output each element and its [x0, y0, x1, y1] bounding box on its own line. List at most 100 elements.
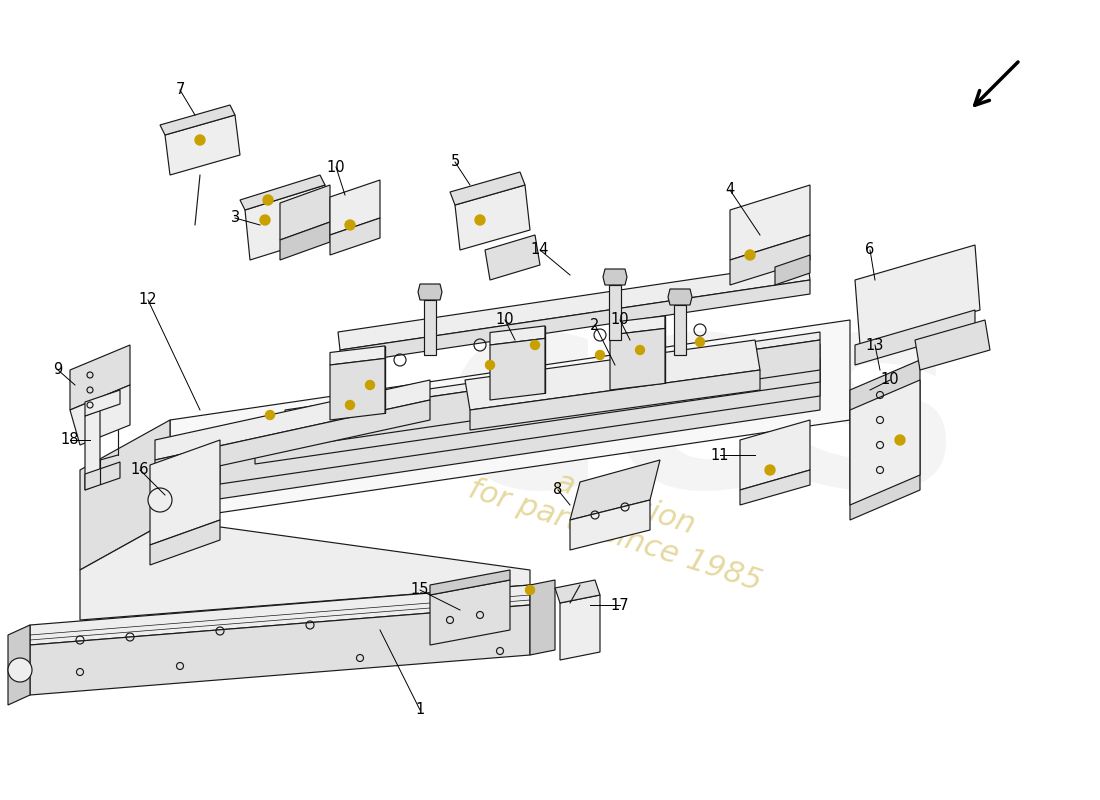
Text: 13: 13 — [866, 338, 884, 353]
Polygon shape — [150, 520, 220, 565]
Polygon shape — [850, 380, 920, 505]
Polygon shape — [330, 346, 385, 365]
Polygon shape — [418, 284, 442, 300]
Polygon shape — [330, 358, 385, 420]
Circle shape — [195, 135, 205, 145]
Polygon shape — [450, 172, 525, 205]
Circle shape — [526, 586, 535, 594]
Circle shape — [8, 658, 32, 682]
Text: ces: ces — [441, 275, 959, 545]
Polygon shape — [430, 570, 510, 595]
Polygon shape — [610, 316, 665, 335]
Polygon shape — [220, 358, 819, 454]
Text: 7: 7 — [175, 82, 185, 98]
Text: 16: 16 — [131, 462, 150, 478]
Polygon shape — [240, 175, 324, 210]
Polygon shape — [185, 380, 820, 504]
Circle shape — [595, 350, 605, 359]
Polygon shape — [556, 580, 600, 603]
Polygon shape — [674, 305, 686, 355]
Polygon shape — [155, 400, 430, 480]
Polygon shape — [85, 410, 100, 490]
Polygon shape — [609, 285, 622, 340]
Circle shape — [365, 381, 374, 390]
Polygon shape — [70, 385, 130, 445]
Text: 18: 18 — [60, 433, 79, 447]
Text: 9: 9 — [54, 362, 63, 378]
Polygon shape — [855, 245, 980, 345]
Polygon shape — [30, 585, 530, 645]
Circle shape — [263, 195, 273, 205]
Polygon shape — [490, 326, 544, 345]
Polygon shape — [668, 289, 692, 305]
Text: 10: 10 — [327, 159, 345, 174]
Text: 14: 14 — [530, 242, 549, 258]
Polygon shape — [915, 320, 990, 370]
Text: 2: 2 — [591, 318, 600, 333]
Circle shape — [345, 220, 355, 230]
Circle shape — [895, 435, 905, 445]
Circle shape — [475, 215, 485, 225]
Polygon shape — [740, 470, 810, 505]
Polygon shape — [570, 500, 650, 550]
Polygon shape — [424, 300, 436, 355]
Polygon shape — [255, 352, 820, 464]
Polygon shape — [330, 180, 380, 235]
Polygon shape — [338, 262, 810, 350]
Polygon shape — [30, 605, 530, 695]
Polygon shape — [730, 235, 810, 285]
Polygon shape — [85, 390, 120, 416]
Polygon shape — [255, 344, 820, 434]
Polygon shape — [220, 366, 819, 484]
Polygon shape — [150, 440, 220, 545]
Polygon shape — [85, 462, 120, 490]
Text: 6: 6 — [866, 242, 874, 258]
Text: 8: 8 — [553, 482, 562, 498]
Text: 10: 10 — [881, 373, 900, 387]
Text: 11: 11 — [711, 447, 729, 462]
Circle shape — [265, 410, 275, 419]
Polygon shape — [603, 269, 627, 285]
Polygon shape — [285, 332, 820, 418]
Text: 10: 10 — [610, 313, 629, 327]
Circle shape — [764, 465, 776, 475]
Circle shape — [530, 341, 539, 350]
Polygon shape — [340, 280, 810, 364]
Polygon shape — [530, 580, 556, 655]
Circle shape — [148, 488, 172, 512]
Polygon shape — [280, 222, 330, 260]
Text: 17: 17 — [610, 598, 629, 613]
Polygon shape — [730, 185, 810, 260]
Polygon shape — [155, 380, 430, 460]
Text: 10: 10 — [496, 313, 515, 327]
Text: a passion
for parts since 1985: a passion for parts since 1985 — [464, 443, 776, 597]
Polygon shape — [570, 460, 660, 520]
Circle shape — [636, 346, 645, 354]
Polygon shape — [245, 185, 330, 260]
Polygon shape — [850, 360, 920, 520]
Text: 15: 15 — [410, 582, 429, 598]
Polygon shape — [80, 420, 170, 570]
Polygon shape — [470, 370, 760, 430]
Polygon shape — [280, 185, 330, 240]
Circle shape — [485, 361, 495, 370]
Polygon shape — [776, 255, 810, 285]
Polygon shape — [485, 235, 540, 280]
Text: 1: 1 — [416, 702, 425, 718]
Circle shape — [695, 338, 704, 346]
Polygon shape — [80, 520, 530, 620]
Polygon shape — [285, 340, 820, 448]
Text: 3: 3 — [230, 210, 240, 226]
Polygon shape — [560, 595, 600, 660]
Polygon shape — [855, 310, 975, 365]
Polygon shape — [430, 580, 510, 645]
Polygon shape — [165, 115, 240, 175]
Polygon shape — [490, 338, 544, 400]
Polygon shape — [455, 185, 530, 250]
Polygon shape — [160, 105, 235, 135]
Circle shape — [260, 215, 270, 225]
Text: 12: 12 — [139, 293, 157, 307]
Text: 4: 4 — [725, 182, 735, 198]
Circle shape — [345, 401, 354, 410]
Polygon shape — [170, 320, 850, 520]
